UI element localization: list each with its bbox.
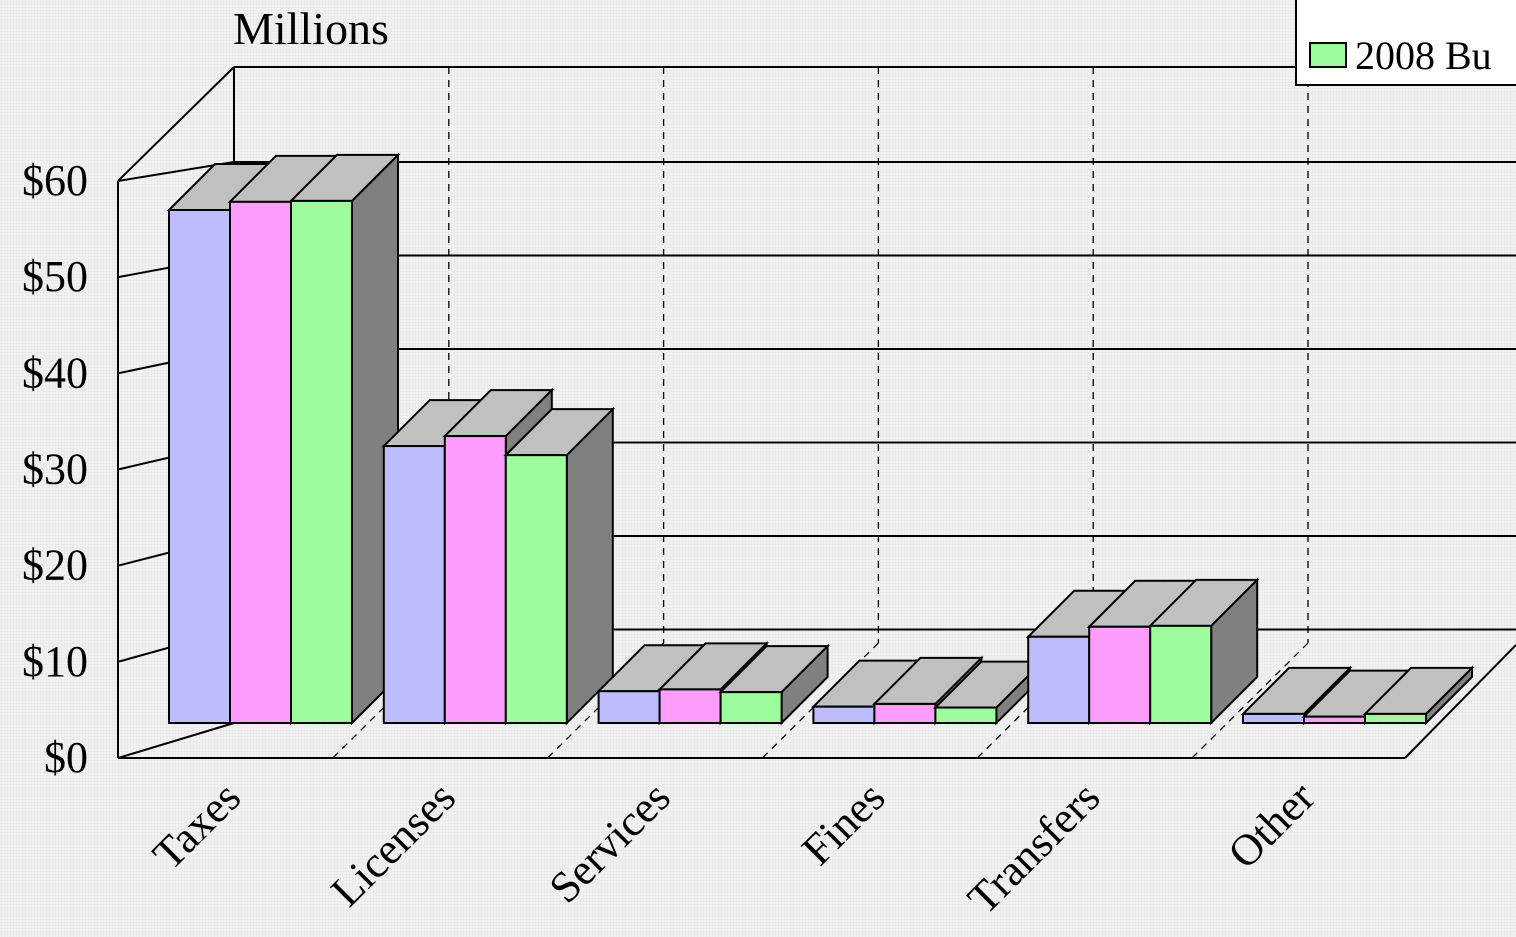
y-axis-units-label: Millions: [233, 3, 389, 54]
y-tick-label: $10: [22, 637, 88, 686]
bars: [166, 152, 1475, 726]
legend: 2008 Bu: [1295, 0, 1516, 86]
y-tick-label: $50: [22, 252, 88, 301]
y-tick-label: $30: [22, 445, 88, 494]
bar: [503, 406, 616, 726]
y-tick-label: $20: [22, 541, 88, 590]
y-tick-label: $0: [44, 733, 88, 782]
x-category-label: Transfers: [958, 772, 1109, 923]
legend-label: 2008 Bu: [1355, 33, 1492, 78]
y-tick-label: $60: [22, 156, 88, 205]
bar: [1147, 577, 1260, 726]
bar: [1362, 665, 1475, 726]
bar: [718, 643, 831, 726]
bar: [288, 152, 401, 726]
x-category-label: Licenses: [321, 772, 464, 915]
y-axis-ticks: $0 $10 $20 $30 $40 $50 $60: [22, 156, 88, 782]
x-category-label: Taxes: [143, 772, 250, 879]
y-tick-label: $40: [22, 348, 88, 397]
legend-swatch: [1309, 42, 1347, 68]
x-category-label: Services: [540, 772, 680, 912]
x-category-label: Other: [1219, 772, 1325, 878]
x-category-label: Fines: [792, 772, 894, 874]
x-axis-labels: Taxes Licenses Services Fines Transfers Other: [143, 772, 1324, 923]
